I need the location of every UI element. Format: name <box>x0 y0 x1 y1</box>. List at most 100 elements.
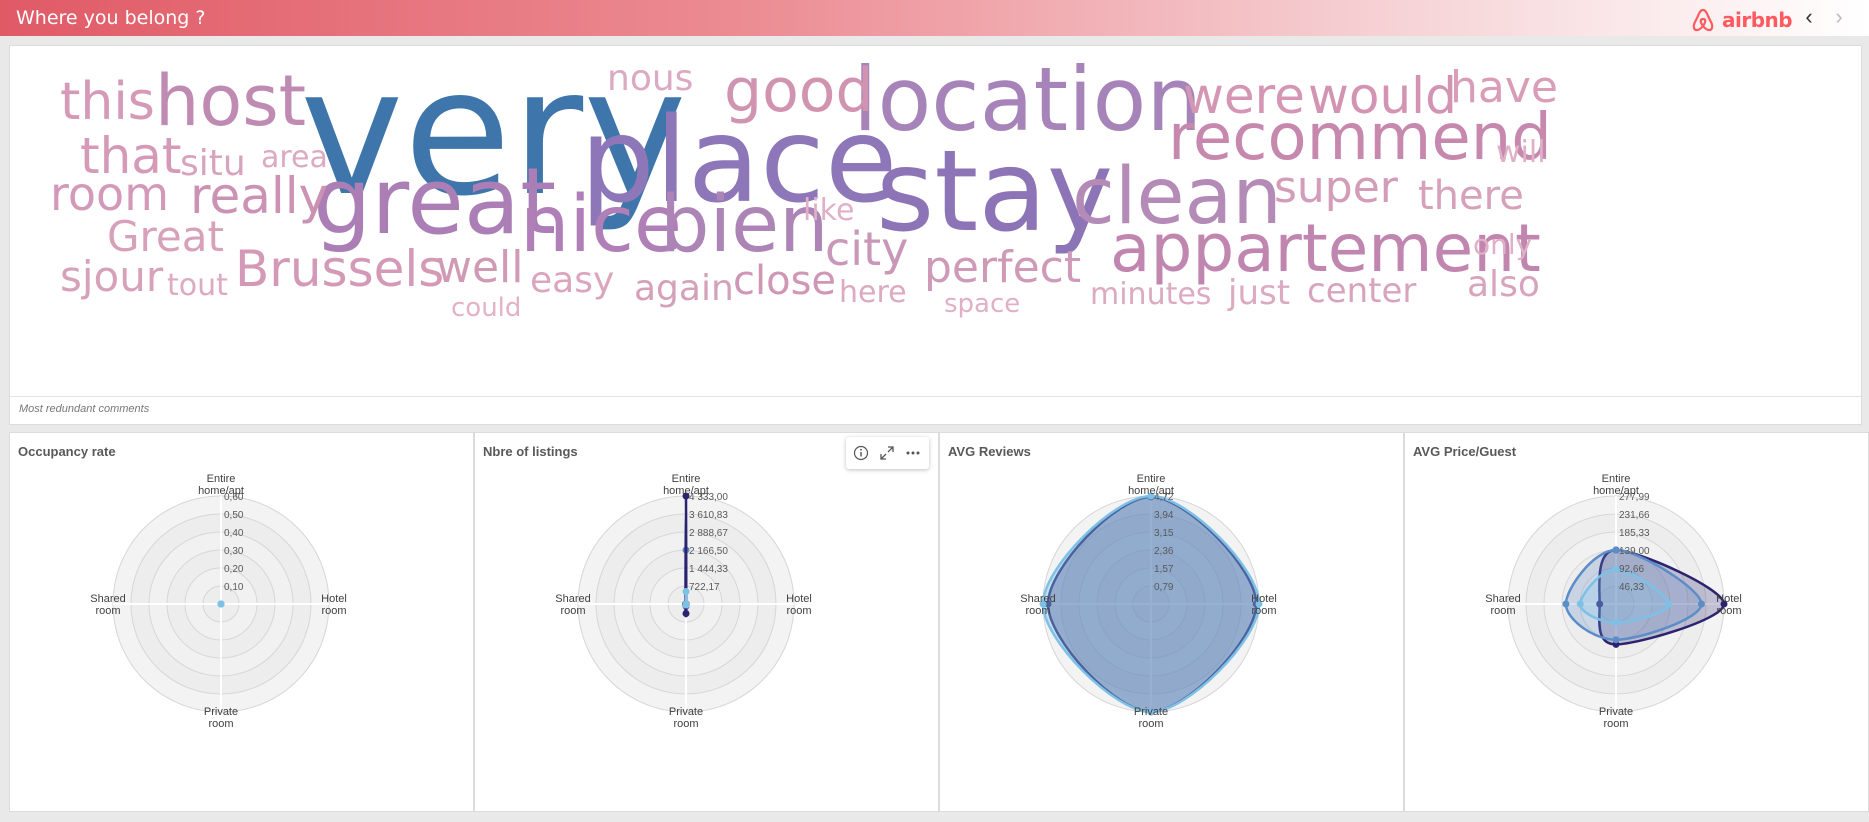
axis-label: Entire home/apt <box>1128 473 1174 497</box>
airbnb-icon <box>1692 8 1714 32</box>
footnote: Most redundant comments <box>19 403 150 415</box>
axis-label-line: Hotel <box>786 593 812 605</box>
word-were[interactable]: were <box>1183 67 1305 125</box>
axis-label: Private room <box>669 706 703 730</box>
word-room[interactable]: room <box>50 167 169 221</box>
axis-label: Shared room <box>1020 593 1055 617</box>
data-point <box>1044 600 1052 608</box>
occupancy-rate-panel: Occupancy rate 0,10 0,20 0,30 0,40 0,50 0,60 E… <box>9 432 474 812</box>
word-center[interactable]: center <box>1307 271 1417 311</box>
tick-label: 231,66 <box>1619 510 1650 521</box>
word-that[interactable]: that <box>80 127 182 185</box>
word-this[interactable]: this <box>60 72 155 132</box>
top-bar: Where you belong ? airbnb ‹ › <box>0 0 1869 36</box>
tick-label: 3,15 <box>1154 528 1174 539</box>
word-like[interactable]: like <box>803 193 855 228</box>
word-super[interactable]: super <box>1274 162 1398 213</box>
word-just[interactable]: just <box>1228 273 1291 313</box>
word-location[interactable]: location <box>853 48 1203 151</box>
word-would[interactable]: would <box>1308 67 1457 125</box>
word-host[interactable]: host <box>155 60 307 142</box>
listings-panel: Nbre of listings 722,17 1 444,33 2 166,50 2… <box>474 432 939 812</box>
word-space[interactable]: space <box>944 289 1021 319</box>
word-minutes[interactable]: minutes <box>1090 277 1212 312</box>
data-point <box>1576 600 1584 608</box>
word-really[interactable]: really <box>190 167 329 225</box>
word-perfect[interactable]: perfect <box>924 242 1082 293</box>
next-sheet-button[interactable]: › <box>1835 4 1843 29</box>
listings-radar-chart[interactable]: 722,17 1 444,33 2 166,50 2 888,67 3 610,83 4 … <box>475 433 938 811</box>
info-icon[interactable] <box>850 443 872 463</box>
axis-label: Private room <box>1134 706 1168 730</box>
axis-label: Entire home/apt <box>1593 473 1639 497</box>
axis-label-line: Entire <box>207 473 236 485</box>
word-nice[interactable]: nice <box>520 180 682 270</box>
word-there[interactable]: there <box>1418 173 1524 219</box>
axis-label: Hotel room <box>321 593 347 617</box>
more-icon[interactable] <box>902 443 924 463</box>
tick-label: 3 610,83 <box>689 510 728 521</box>
tick-label: 46,33 <box>1619 582 1644 593</box>
axis-label: Entire home/apt <box>663 473 709 497</box>
data-point <box>1612 636 1620 644</box>
tick-label: 0,60 <box>224 492 244 503</box>
word-area[interactable]: area <box>261 140 328 175</box>
price-radar-chart[interactable]: 46,3392,66139,00185,33231,66277,99Entire… <box>1405 433 1868 811</box>
axis-label: Private room <box>204 706 238 730</box>
word-city[interactable]: city <box>825 222 909 276</box>
word-again[interactable]: again <box>634 268 734 309</box>
chart-toolbar <box>846 437 929 469</box>
word-well[interactable]: well <box>436 242 524 293</box>
panel-title: AVG Reviews <box>948 444 1031 459</box>
axis-label-line: home/apt <box>1128 485 1174 497</box>
axis-label-line: home/apt <box>198 485 244 497</box>
data-point <box>1612 619 1620 627</box>
axis-label-line: Shared <box>90 593 125 605</box>
word-here[interactable]: here <box>839 275 907 310</box>
tick-label: 0,20 <box>224 564 244 575</box>
data-point <box>1612 565 1620 573</box>
wordcloud-panel: very place great stay location host nice bien cl… <box>9 45 1862 425</box>
axis-label-line: Hotel <box>1251 593 1277 605</box>
word-nous[interactable]: nous <box>607 58 694 99</box>
word-easy[interactable]: easy <box>530 260 615 301</box>
tick-label: 2 888,67 <box>689 528 728 539</box>
word-very[interactable]: very <box>300 32 687 235</box>
axis-label-line: room <box>560 605 585 617</box>
data-point <box>682 600 690 608</box>
word-only[interactable]: only <box>1473 228 1533 261</box>
word-recommend[interactable]: recommend <box>1168 101 1552 175</box>
word-also[interactable]: also <box>1467 264 1540 305</box>
word-sjour[interactable]: sjour <box>60 252 164 301</box>
word-tout[interactable]: tout <box>167 268 228 303</box>
word-have[interactable]: have <box>1450 62 1558 113</box>
data-point <box>1720 600 1728 608</box>
word-brussels[interactable]: Brussels <box>235 240 445 298</box>
word-great[interactable]: Great <box>107 212 224 261</box>
expand-icon[interactable] <box>876 443 898 463</box>
word-great[interactable]: great <box>313 148 557 255</box>
previous-sheet-button[interactable]: ‹ <box>1805 4 1813 29</box>
tick-label: 3,94 <box>1154 510 1174 521</box>
tick-label: 0,30 <box>224 546 244 557</box>
word-situ[interactable]: situ <box>180 143 246 184</box>
word-bien[interactable]: bien <box>660 180 829 270</box>
word-stay[interactable]: stay <box>876 127 1114 257</box>
tick-label: 0,10 <box>224 582 244 593</box>
word-clean[interactable]: clean <box>1072 152 1282 242</box>
data-point <box>682 492 690 500</box>
data-point <box>1697 600 1705 608</box>
series-area <box>1564 548 1703 641</box>
data-point <box>217 600 225 608</box>
axis-label: Entire home/apt <box>198 473 244 497</box>
data-point <box>1562 600 1570 608</box>
word-good[interactable]: good <box>724 56 874 126</box>
word-will[interactable]: will <box>1496 135 1546 170</box>
tick-label: 1,57 <box>1154 564 1174 575</box>
word-close[interactable]: close <box>733 258 837 304</box>
word-could[interactable]: could <box>451 293 522 323</box>
word-place[interactable]: place <box>580 91 898 229</box>
word-appartement[interactable]: appartement <box>1110 210 1541 287</box>
